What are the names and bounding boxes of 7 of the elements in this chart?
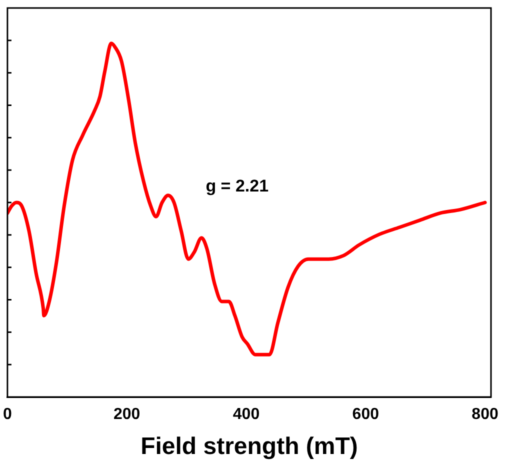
x-tick-label: 0	[2, 406, 12, 424]
x-tick-label: 200	[113, 406, 140, 424]
x-tick-label: 800	[472, 406, 498, 424]
x-axis-title: Field strength (mT)	[140, 433, 358, 460]
x-tick-label: 400	[232, 406, 260, 424]
annotation: g = 2.21	[206, 176, 269, 196]
x-tick-label: 600	[352, 406, 380, 424]
